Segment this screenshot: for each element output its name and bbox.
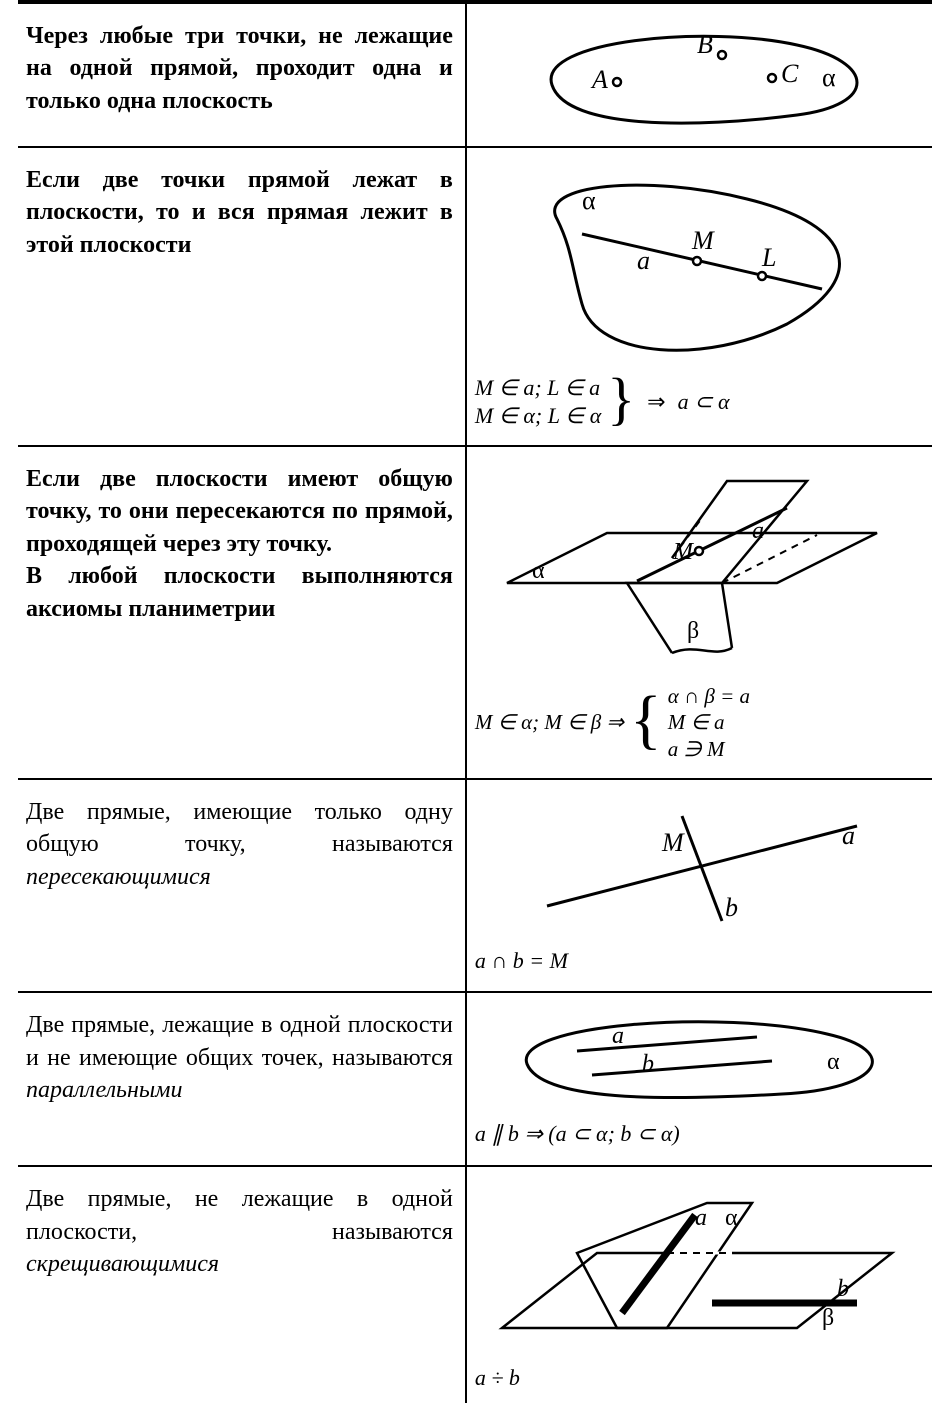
statement-text: Если две точки прямой лежат в плоскости,… bbox=[26, 164, 453, 261]
diagram-line-in-plane: α a M L bbox=[475, 164, 920, 364]
label-alpha: α bbox=[532, 558, 545, 584]
table-row: Две прямые, имеющие только одну общую то… bbox=[18, 779, 932, 993]
formula: a ÷ b bbox=[475, 1363, 920, 1393]
statement-cell: Через любые три точки, не лежащие на одн… bbox=[18, 2, 466, 147]
label-B: B bbox=[697, 30, 713, 59]
label-alpha: α bbox=[725, 1205, 738, 1231]
diagram-skew-lines: a α b β bbox=[475, 1183, 920, 1353]
figure-cell: M a b a ∩ b = M bbox=[466, 779, 932, 993]
diagram-intersecting-lines: M a b bbox=[475, 796, 920, 936]
label-a: a bbox=[612, 1023, 624, 1049]
formula: a ∥ b ⇒ (a ⊂ α; b ⊂ α) bbox=[475, 1119, 920, 1149]
statement-text: Если две плоскости имеют общую точку, то… bbox=[26, 463, 453, 625]
statement-cell: Если две плоскости имеют общую точку, то… bbox=[18, 446, 466, 779]
figure-cell: A B C α bbox=[466, 2, 932, 147]
statement-text: Две прямые, имеющие только одну общую то… bbox=[26, 796, 453, 893]
label-beta: β bbox=[822, 1305, 834, 1331]
label-beta: β bbox=[687, 618, 699, 644]
diagram-three-points: A B C α bbox=[475, 20, 920, 130]
label-A: A bbox=[590, 65, 608, 94]
formula: M ∈ a; L ∈ a M ∈ α; L ∈ α } ⇒ a ⊂ α bbox=[475, 374, 920, 429]
label-a: a bbox=[695, 1205, 707, 1231]
table-row: Если две точки прямой лежат в плоскости,… bbox=[18, 147, 932, 446]
figure-cell: a α b β a ÷ b bbox=[466, 1166, 932, 1403]
diagram-two-planes: α β a M bbox=[475, 463, 920, 673]
label-M: M bbox=[661, 828, 685, 857]
formula: a ∩ b = M bbox=[475, 946, 920, 976]
formula: M ∈ α; M ∈ β ⇒ { α ∩ β = a M ∈ a a ∋ M bbox=[475, 683, 920, 762]
label-alpha: α bbox=[822, 63, 836, 92]
formula-line: M ∈ a bbox=[668, 709, 750, 735]
label-alpha: α bbox=[827, 1049, 840, 1075]
table-row: Через любые три точки, не лежащие на одн… bbox=[18, 2, 932, 147]
label-b: b bbox=[725, 893, 738, 922]
figure-cell: α β a M M ∈ α; M ∈ β ⇒ { α ∩ β = a M ∈ a… bbox=[466, 446, 932, 779]
label-a: a bbox=[752, 518, 764, 544]
label-a: a bbox=[842, 821, 855, 850]
figure-cell: a b α a ∥ b ⇒ (a ⊂ α; b ⊂ α) bbox=[466, 992, 932, 1166]
label-b: b bbox=[837, 1276, 849, 1302]
table-row: Две прямые, не лежащие в одной плоскости… bbox=[18, 1166, 932, 1403]
statement-cell: Две прямые, лежащие в одной плоскости и … bbox=[18, 992, 466, 1166]
formula-implies: a ⊂ α bbox=[678, 387, 730, 417]
label-L: L bbox=[761, 243, 776, 272]
table-row: Если две плоскости имеют общую точку, то… bbox=[18, 446, 932, 779]
statement-text: Две прямые, не лежащие в одной плоскости… bbox=[26, 1183, 453, 1280]
formula-line: M ∈ α; L ∈ α bbox=[475, 402, 601, 430]
page: Через любые три точки, не лежащие на одн… bbox=[0, 0, 950, 1403]
formula-line: M ∈ a; L ∈ a bbox=[475, 374, 601, 402]
statement-cell: Две прямые, не лежащие в одной плоскости… bbox=[18, 1166, 466, 1403]
label-C: C bbox=[781, 59, 799, 88]
table-row: Две прямые, лежащие в одной плоскости и … bbox=[18, 992, 932, 1166]
label-b: b bbox=[642, 1051, 654, 1077]
label-a: a bbox=[637, 246, 650, 275]
statement-text: Две прямые, лежащие в одной плоскости и … bbox=[26, 1009, 453, 1106]
statement-cell: Если две точки прямой лежат в плоскости,… bbox=[18, 147, 466, 446]
formula-line: α ∩ β = a bbox=[668, 683, 750, 709]
formula-line: a ∋ M bbox=[668, 736, 750, 762]
label-M: M bbox=[672, 539, 695, 565]
statement-text: Через любые три точки, не лежащие на одн… bbox=[26, 20, 453, 117]
formula-prefix: M ∈ α; M ∈ β ⇒ bbox=[475, 708, 624, 736]
axioms-table: Через любые три точки, не лежащие на одн… bbox=[18, 0, 932, 1403]
statement-cell: Две прямые, имеющие только одну общую то… bbox=[18, 779, 466, 993]
label-alpha: α bbox=[582, 186, 596, 215]
label-M: M bbox=[691, 226, 715, 255]
figure-cell: α a M L M ∈ a; L ∈ a M ∈ α; L ∈ α } ⇒ a … bbox=[466, 147, 932, 446]
diagram-parallel-lines: a b α bbox=[475, 1009, 920, 1109]
